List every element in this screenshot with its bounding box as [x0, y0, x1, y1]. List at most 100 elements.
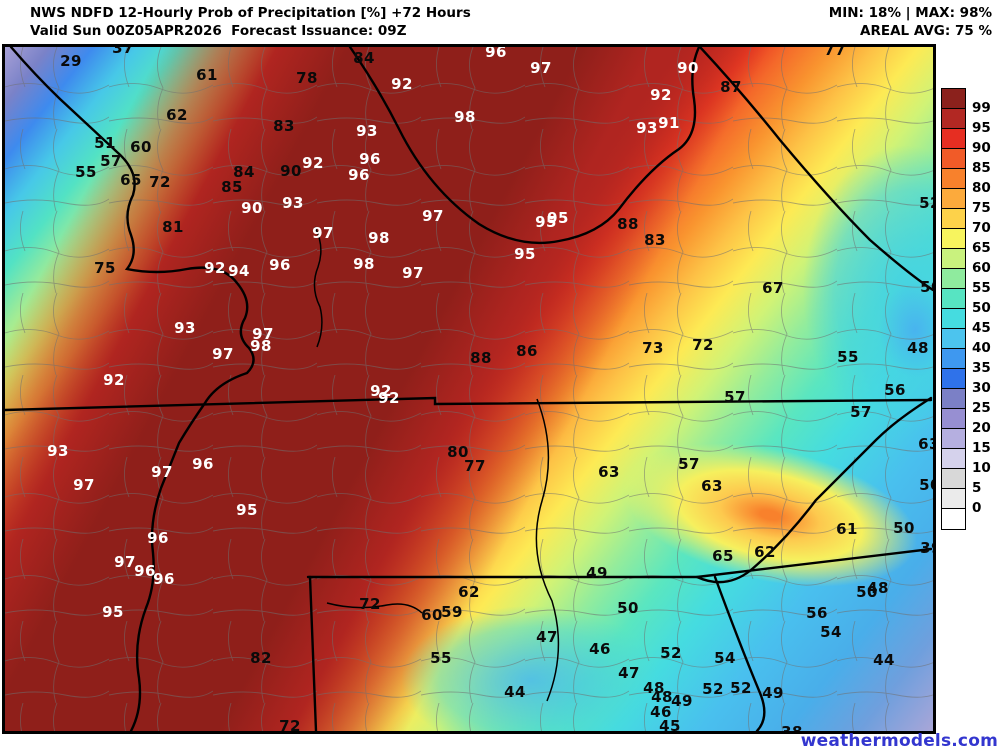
map-value-label: 57	[724, 388, 746, 406]
colorbar-tick-label: 95	[972, 120, 991, 136]
colorbar-cell	[942, 129, 965, 149]
map-value-label: 48	[867, 579, 889, 597]
map-value-label: 95	[547, 209, 569, 227]
map-value-label: 52	[730, 679, 752, 697]
map-value-label: 97	[151, 463, 173, 481]
ky-tn-border	[5, 396, 933, 412]
map-value-label: 45	[659, 717, 681, 734]
tn-nc-border	[695, 396, 933, 584]
colorbar-cell	[942, 409, 965, 429]
map-value-label: 98	[454, 108, 476, 126]
map-value-label: 97	[422, 207, 444, 225]
map-value-label: 57	[850, 403, 872, 421]
map-value-label: 92	[103, 371, 125, 389]
map-value-label: 59	[441, 603, 463, 621]
map-value-label: 52	[702, 680, 724, 698]
colorbar-cell	[942, 269, 965, 289]
map-value-label: 95	[514, 245, 536, 263]
map-value-label: 47	[618, 664, 640, 682]
map-value-label: 62	[458, 583, 480, 601]
colorbar-tick-label: 75	[972, 200, 991, 216]
colorbar-tick-label: 50	[972, 300, 991, 316]
map-value-label: 54	[714, 649, 736, 667]
map-value-label: 96	[153, 570, 175, 588]
map-value-label: 90	[677, 59, 699, 77]
colorbar-cell	[942, 449, 965, 469]
watermark-link[interactable]: weathermodels.com	[800, 731, 998, 750]
map-value-label: 96	[134, 562, 156, 580]
map-value-label: 46	[589, 640, 611, 658]
map-value-label: 92	[378, 389, 400, 407]
map-value-label: 83	[273, 117, 295, 135]
precip-map: 37 29 84 96 97 90 87 77 61 78 92 92 91 93 62 83 93 98 51 60…	[2, 44, 936, 734]
map-value-label: 90	[280, 162, 302, 180]
map-value-label: 91	[658, 114, 680, 132]
colorbar-cell	[942, 329, 965, 349]
colorbar-tick-label: 99	[972, 100, 991, 116]
colorbar-tick-label: 40	[972, 340, 991, 356]
map-value-label: 72	[149, 173, 171, 191]
map-value-label: 96	[147, 529, 169, 547]
colorbar-cell	[942, 489, 965, 509]
map-value-label: 97	[212, 345, 234, 363]
map-value-label: 56	[884, 381, 906, 399]
map-value-label: 50	[893, 519, 915, 537]
map-value-label: 44	[504, 683, 526, 701]
kentucky-lake-river	[313, 226, 323, 348]
colorbar-tick-label: 85	[972, 160, 991, 176]
map-value-label: 62	[166, 106, 188, 124]
areal-avg-stat: AREAL AVG: 75 %	[860, 23, 992, 39]
ky-va-border	[698, 47, 933, 292]
header-left: NWS NDFD 12-Hourly Prob of Precipitation…	[30, 4, 471, 40]
map-value-label: 93	[636, 119, 658, 137]
map-value-label: 48	[651, 688, 673, 706]
colorbar-cell	[942, 309, 965, 329]
map-value-label: 73	[642, 339, 664, 357]
ohio-river-border	[348, 47, 701, 245]
map-value-label: 38	[781, 723, 803, 734]
map-value-label: 96	[485, 44, 507, 61]
map-value-label: 72	[692, 336, 714, 354]
colorbar-tick-label: 65	[972, 240, 991, 256]
state-borders-svg	[5, 47, 933, 731]
map-value-label: 49	[671, 692, 693, 710]
map-value-label: 80	[447, 443, 469, 461]
map-value-label: 82	[250, 649, 272, 667]
map-value-label: 57	[678, 455, 700, 473]
colorbar-cell	[942, 249, 965, 269]
map-value-label: 81	[162, 218, 184, 236]
map-value-label: 46	[650, 703, 672, 721]
colorbar-tick-label: 60	[972, 260, 991, 276]
map-value-label: 96	[269, 256, 291, 274]
colorbar-tick-label: 90	[972, 140, 991, 156]
map-value-label: 97	[73, 476, 95, 494]
map-value-label: 48	[643, 679, 665, 697]
map-value-label: 93	[282, 194, 304, 212]
colorbar-tick-label: 20	[972, 420, 991, 436]
map-value-label: 90	[241, 199, 263, 217]
map-value-label: 84	[233, 163, 255, 181]
map-value-label: 77	[464, 457, 486, 475]
map-value-label: 98	[353, 255, 375, 273]
colorbar-cell	[942, 169, 965, 189]
colorbar-cell	[942, 189, 965, 209]
map-value-label: 93	[47, 442, 69, 460]
map-value-label: 60	[130, 138, 152, 156]
map-labels: 37 29 84 96 97 90 87 77 61 78 92 92 91 93 62 83 93 98 51 60…	[5, 47, 933, 731]
map-value-label: 65	[120, 171, 142, 189]
colorbar-cell	[942, 469, 965, 489]
map-value-label: 37	[112, 44, 134, 57]
map-value-label: 95	[102, 603, 124, 621]
map-value-label: 67	[762, 279, 784, 297]
map-value-label: 50	[617, 599, 639, 617]
map-value-label: 95	[236, 501, 258, 519]
river-paths	[313, 226, 560, 702]
colorbar-cell	[942, 109, 965, 129]
header-right: MIN: 18% | MAX: 98% AREAL AVG: 75 %	[829, 4, 992, 40]
map-value-label: 92	[302, 154, 324, 172]
colorbar-cell	[942, 289, 965, 309]
map-value-label: 92	[650, 86, 672, 104]
colorbar-cell	[942, 509, 965, 529]
map-value-label: 94	[228, 262, 250, 280]
colorbar-tick-label: 15	[972, 440, 991, 456]
